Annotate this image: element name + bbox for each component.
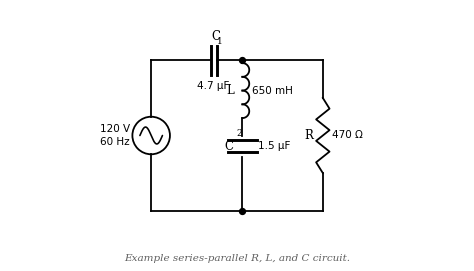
Text: C: C <box>211 30 220 43</box>
Text: R: R <box>305 129 313 142</box>
Text: 120 V: 120 V <box>100 124 130 134</box>
Text: 4.7 μF: 4.7 μF <box>197 80 229 91</box>
Text: 470 Ω: 470 Ω <box>332 131 363 140</box>
Text: L: L <box>226 84 234 97</box>
Text: 2: 2 <box>237 129 242 138</box>
Text: C: C <box>225 140 234 153</box>
Text: 650 mH: 650 mH <box>252 86 293 96</box>
Text: 1: 1 <box>217 37 223 46</box>
Text: Example series-parallel R, L, and C circuit.: Example series-parallel R, L, and C circ… <box>124 254 350 263</box>
Text: 60 Hz: 60 Hz <box>100 137 130 147</box>
Text: 1.5 μF: 1.5 μF <box>258 141 291 151</box>
Point <box>238 58 246 63</box>
Point <box>238 208 246 213</box>
